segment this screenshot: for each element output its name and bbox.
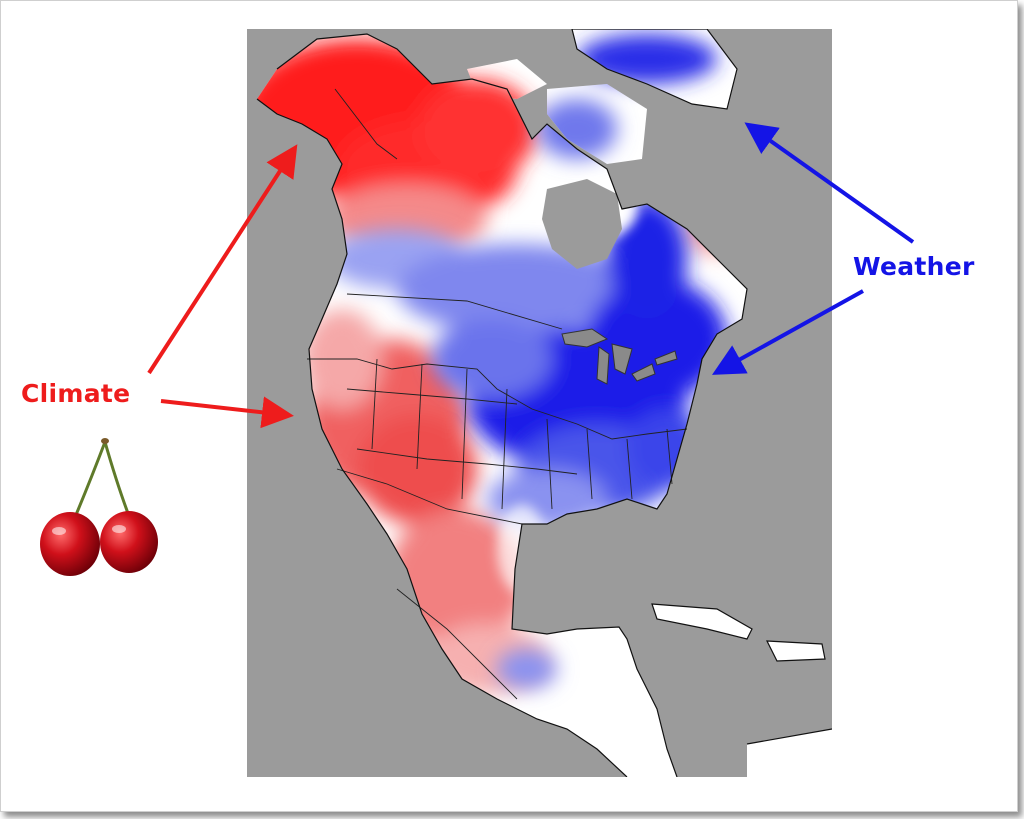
coastlines [256, 29, 832, 777]
great-lakes [561, 328, 678, 385]
inland-water [542, 179, 622, 269]
boundary-lines [307, 88, 688, 700]
temperature-anomaly-map [247, 29, 832, 777]
north-america-map [247, 29, 832, 777]
weather-label: Weather [853, 252, 975, 281]
weather-arrow-east-icon [712, 289, 864, 375]
climate-arrow-north-icon [147, 144, 298, 375]
climate-arrow-west-icon [160, 396, 294, 429]
cherries-icon [40, 438, 158, 576]
climate-label: Climate [21, 379, 131, 408]
weather-arrow-greenland-icon [744, 122, 915, 244]
